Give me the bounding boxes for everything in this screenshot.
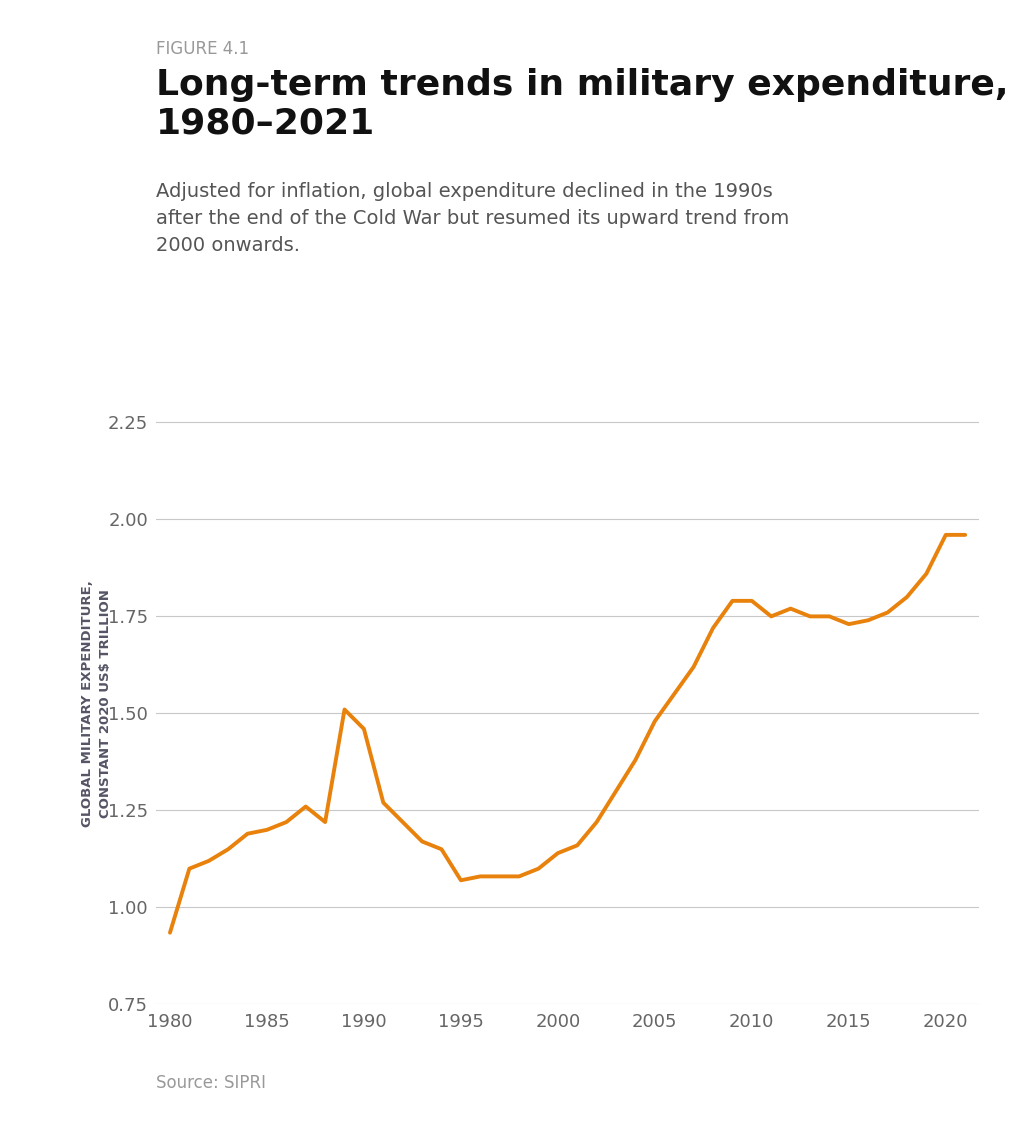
Text: Long-term trends in military expenditure,
1980–2021: Long-term trends in military expenditure… [156, 68, 1009, 140]
Y-axis label: GLOBAL MILITARY EXPENDITURE,
CONSTANT 2020 US$ TRILLION: GLOBAL MILITARY EXPENDITURE, CONSTANT 20… [81, 580, 112, 827]
Text: Source: SIPRI: Source: SIPRI [156, 1074, 266, 1092]
Text: FIGURE 4.1: FIGURE 4.1 [156, 40, 249, 58]
Text: Adjusted for inflation, global expenditure declined in the 1990s
after the end o: Adjusted for inflation, global expenditu… [156, 182, 790, 255]
